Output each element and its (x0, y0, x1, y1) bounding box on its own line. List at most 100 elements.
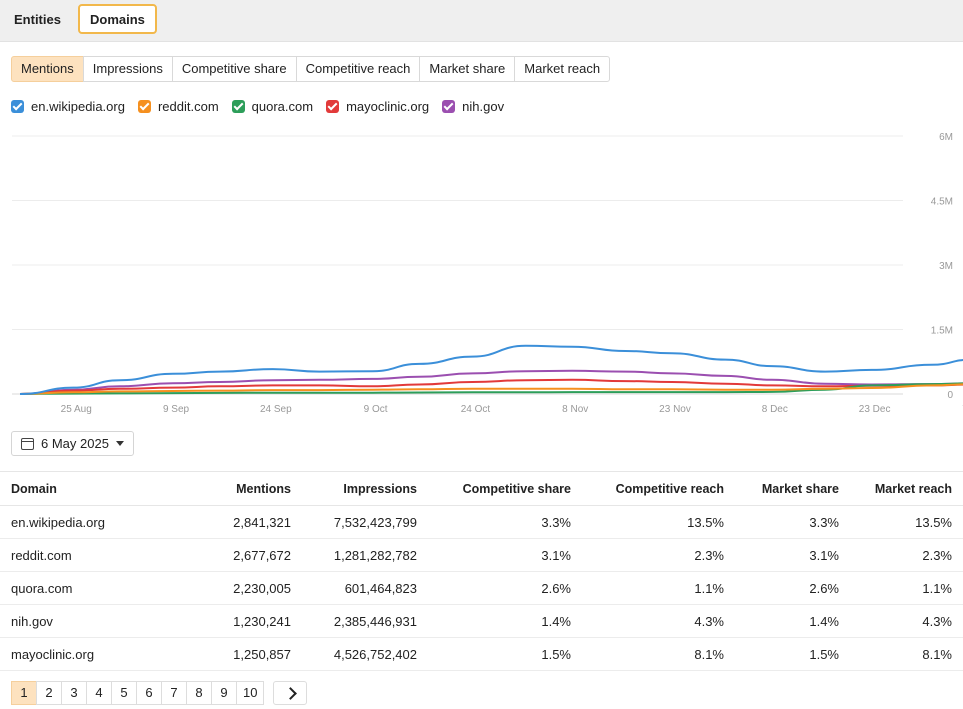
page-2-button[interactable]: 2 (36, 681, 62, 705)
tab-entities[interactable]: Entities (14, 12, 61, 27)
cell-competitive-share: 2.6% (428, 571, 582, 605)
cell-competitive-reach: 2.3% (582, 538, 735, 572)
page-1-button[interactable]: 1 (11, 681, 37, 705)
page-8-button[interactable]: 8 (186, 681, 212, 705)
cell-market-reach: 4.3% (850, 604, 963, 638)
page-10-button[interactable]: 10 (236, 681, 265, 705)
checkbox-checked-icon[interactable] (442, 99, 456, 113)
cell-competitive-share: 3.3% (428, 505, 582, 539)
tab-market-share[interactable]: Market share (419, 56, 516, 82)
table-row: mayoclinic.org 1,250,857 4,526,752,402 1… (0, 637, 963, 671)
col-header-mentions[interactable]: Mentions (185, 471, 302, 506)
page-6-button[interactable]: 6 (136, 681, 162, 705)
cell-impressions: 4,526,752,402 (302, 637, 428, 671)
tab-mentions[interactable]: Mentions (11, 56, 84, 82)
legend-label: en.wikipedia.org (31, 98, 125, 114)
table-header-row: Domain Mentions Impressions Competitive … (0, 471, 963, 506)
caret-down-icon (115, 441, 124, 446)
tab-domains[interactable]: Domains (78, 4, 157, 34)
legend-item-reddit[interactable]: reddit.com (137, 98, 219, 114)
x-tick-label: 8 Nov (562, 404, 588, 415)
cell-market-reach: 2.3% (850, 538, 963, 572)
x-tick-label: 23 Dec (859, 404, 891, 415)
cell-mentions: 2,230,005 (185, 571, 302, 605)
series-line-en-wikipedia-org[interactable] (19, 194, 963, 395)
cell-market-reach: 8.1% (850, 637, 963, 671)
cell-impressions: 601,464,823 (302, 571, 428, 605)
cell-domain[interactable]: en.wikipedia.org (0, 505, 185, 539)
cell-mentions: 1,250,857 (185, 637, 302, 671)
date-picker-label: 6 May 2025 (41, 436, 109, 451)
checkbox-checked-icon[interactable] (231, 99, 245, 113)
legend-label: reddit.com (157, 98, 219, 114)
x-tick-label: 9 Sep (163, 404, 190, 415)
chart-legend: en.wikipedia.org reddit.com quora.com ma… (11, 97, 517, 115)
cell-competitive-reach: 13.5% (582, 505, 735, 539)
page-9-button[interactable]: 9 (211, 681, 237, 705)
page-4-button[interactable]: 4 (86, 681, 112, 705)
next-page-chevron-icon[interactable] (273, 681, 308, 705)
cell-mentions: 1,230,241 (185, 604, 302, 638)
legend-item-quora[interactable]: quora.com (231, 98, 314, 114)
cell-market-share: 3.3% (735, 505, 850, 539)
cell-market-share: 1.5% (735, 637, 850, 671)
cell-domain[interactable]: reddit.com (0, 538, 185, 572)
legend-label: quora.com (251, 98, 314, 114)
legend-label: mayoclinic.org (346, 98, 430, 114)
page-7-button[interactable]: 7 (161, 681, 187, 705)
series-line-mayoclinic-org[interactable] (19, 330, 963, 395)
legend-item-mayoclinic[interactable]: mayoclinic.org (326, 99, 429, 114)
col-header-domain[interactable]: Domain (0, 471, 185, 506)
cell-competitive-share: 1.5% (428, 637, 582, 671)
cell-competitive-reach: 4.3% (582, 604, 735, 638)
checkbox-checked-icon[interactable] (11, 99, 24, 113)
x-tick-label: 25 Aug (61, 404, 92, 415)
col-header-competitive-share[interactable]: Competitive share (428, 471, 582, 506)
cell-market-reach: 1.1% (850, 571, 963, 605)
y-tick-label: 1.5M (931, 326, 953, 337)
cell-competitive-share: 1.4% (428, 604, 582, 638)
date-picker-button[interactable]: 6 May 2025 (11, 431, 134, 456)
table-row: en.wikipedia.org 2,841,321 7,532,423,799… (0, 505, 963, 539)
legend-item-nih[interactable]: nih.gov (442, 99, 504, 114)
cell-domain[interactable]: nih.gov (0, 604, 185, 638)
col-header-market-reach[interactable]: Market reach (850, 471, 963, 506)
legend-label: nih.gov (462, 98, 505, 114)
tab-impressions[interactable]: Impressions (82, 56, 173, 82)
x-tick-label: 23 Nov (659, 404, 691, 415)
table-row: reddit.com 2,677,672 1,281,282,782 3.1% … (0, 538, 963, 572)
top-tab-bar: Entities Domains (0, 0, 963, 42)
cell-competitive-reach: 8.1% (582, 637, 735, 671)
page-5-button[interactable]: 5 (111, 681, 137, 705)
y-tick-label: 4.5M (931, 197, 953, 208)
x-tick-label: 8 Dec (762, 404, 788, 415)
legend-item-wikipedia[interactable]: en.wikipedia.org (11, 99, 125, 114)
col-header-competitive-reach[interactable]: Competitive reach (582, 471, 735, 506)
pagination: 1 2 3 4 5 6 7 8 9 10 (11, 681, 308, 705)
y-tick-label: 6M (939, 132, 953, 143)
x-tick-label: 24 Sep (260, 404, 292, 415)
col-header-impressions[interactable]: Impressions (302, 471, 428, 506)
cell-domain[interactable]: quora.com (0, 571, 185, 605)
checkbox-checked-icon[interactable] (326, 99, 340, 113)
cell-domain[interactable]: mayoclinic.org (0, 637, 185, 671)
x-tick-label: 9 Oct (364, 404, 388, 415)
table-row: nih.gov 1,230,241 2,385,446,931 1.4% 4.3… (0, 604, 963, 638)
y-tick-label: 3M (939, 261, 953, 272)
x-tick-label: 24 Oct (461, 404, 491, 415)
series-line-nih-gov[interactable] (19, 337, 963, 395)
cell-mentions: 2,677,672 (185, 538, 302, 572)
mentions-line-chart[interactable]: 0 1.5M 3M 4.5M 6M 25 Aug 9 Sep 24 Sep 9 Oct 24 Oc… (0, 128, 963, 423)
series-line-reddit-com[interactable] (19, 265, 963, 395)
cell-competitive-share: 3.1% (428, 538, 582, 572)
checkbox-checked-icon[interactable] (137, 99, 151, 113)
y-tick-label: 0 (947, 390, 953, 401)
calendar-icon (21, 437, 34, 450)
series-line-quora-com[interactable] (19, 292, 963, 395)
cell-market-reach: 13.5% (850, 505, 963, 539)
tab-competitive-share[interactable]: Competitive share (171, 56, 297, 82)
tab-market-reach[interactable]: Market reach (514, 56, 611, 82)
tab-competitive-reach[interactable]: Competitive reach (295, 56, 421, 82)
col-header-market-share[interactable]: Market share (735, 471, 850, 506)
page-3-button[interactable]: 3 (61, 681, 87, 705)
